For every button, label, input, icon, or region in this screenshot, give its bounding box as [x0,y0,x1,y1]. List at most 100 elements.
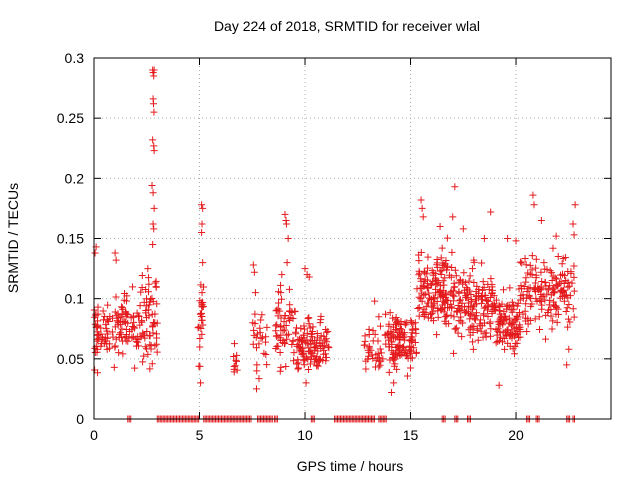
data-point [453,308,461,316]
data-point [299,344,307,352]
data-point [558,260,566,268]
data-point [298,338,306,346]
data-point [314,347,322,355]
data-point [569,305,577,313]
data-point [421,290,429,298]
data-point [94,369,102,377]
data-point [494,337,502,345]
data-point [512,237,520,245]
data-point [548,325,556,333]
data-point [512,315,520,323]
data-point [128,326,136,334]
data-point [528,266,536,274]
data-point [480,235,488,242]
data-point [468,265,476,273]
y-tick-label: 0.2 [65,170,85,186]
data-point [450,349,458,357]
data-point [420,313,428,321]
data-point [414,304,422,312]
data-point [525,291,533,299]
data-point [390,362,398,370]
data-point [566,318,574,326]
data-point [282,362,290,370]
data-point [108,328,116,336]
data-point [496,303,504,311]
data-point [102,321,110,329]
data-point [119,306,127,314]
data-point [411,319,419,327]
data-point [196,335,204,343]
data-point [302,339,310,347]
data-point [263,361,271,369]
data-point [146,365,154,373]
data-point [388,347,396,355]
data-point [503,315,511,323]
data-point [447,311,455,319]
data-point [153,348,161,356]
data-point [253,344,261,352]
data-point [466,315,474,323]
data-point [262,338,270,346]
data-point [563,304,571,312]
data-point [251,310,259,318]
data-point [465,277,473,285]
data-point [198,316,206,324]
data-point [439,277,447,285]
data-point [283,259,291,267]
data-point [468,322,476,330]
data-point [501,345,509,353]
data-point [197,299,205,307]
data-point [491,306,499,314]
data-point [369,355,377,363]
data-point [529,191,537,199]
data-point [469,338,477,346]
data-point [483,296,491,304]
data-point [480,304,488,312]
data-point [530,284,538,292]
data-point [461,279,469,287]
data-point [112,293,120,301]
chart-title: Day 224 of 2018, SRMTID for receiver wla… [214,18,480,34]
data-point [537,216,545,224]
data-point [469,305,477,313]
data-point [250,268,258,276]
data-point [93,348,101,356]
data-point [428,266,436,274]
data-point [498,319,506,327]
data-point [495,381,503,389]
data-point [303,329,311,337]
data-point [449,291,457,299]
data-point [488,281,496,289]
y-tick-label: 0.25 [57,110,84,126]
data-point [365,352,373,360]
data-point [452,272,460,280]
data-point [139,358,147,366]
data-point [519,294,527,302]
data-point [504,339,512,347]
data-point [473,300,481,308]
data-point [91,344,99,352]
data-point [459,225,467,233]
data-point [481,292,489,300]
data-point [124,319,132,327]
data-point [564,323,572,331]
data-point [390,354,398,362]
data-point [478,322,486,330]
data-point [133,338,141,346]
data-point [451,183,459,191]
data-point [489,286,497,294]
data-point [308,333,316,341]
data-point [274,342,282,350]
data-point [456,297,464,305]
data-point [450,292,458,300]
data-point [150,108,158,116]
data-point [424,283,432,291]
data-point [570,262,578,270]
data-point [415,269,423,277]
data-point [362,365,370,373]
data-point [509,320,517,328]
data-point [289,357,297,365]
data-point [477,299,485,307]
data-point [564,315,572,323]
data-point [496,328,504,336]
